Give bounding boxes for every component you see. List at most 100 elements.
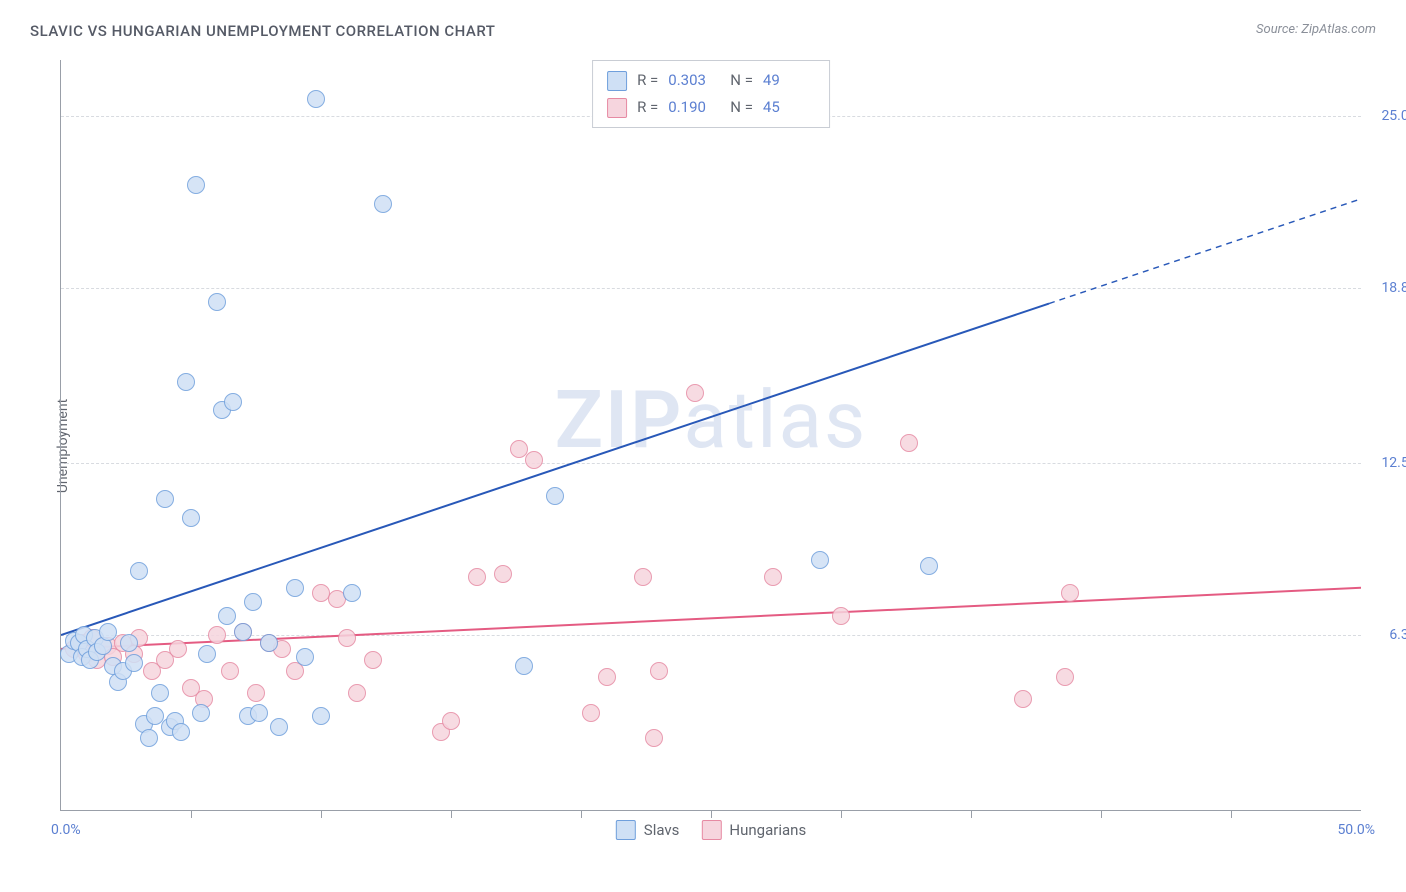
data-point-slavs [140,729,158,747]
data-point-slavs [198,645,216,663]
watermark-bold: ZIP [555,373,684,467]
x-tick [191,810,192,818]
x-tick [321,810,322,818]
x-tick [971,810,972,818]
chart-title: SLAVIC VS HUNGARIAN UNEMPLOYMENT CORRELA… [30,22,495,40]
data-point-hungarians [510,440,528,458]
data-point-slavs [920,557,938,575]
data-point-slavs [234,623,252,641]
data-point-hungarians [634,568,652,586]
data-point-slavs [244,593,262,611]
x-max-label: 50.0% [1337,822,1375,838]
data-point-slavs [811,551,829,569]
data-point-slavs [296,648,314,666]
data-point-hungarians [338,629,356,647]
data-point-slavs [208,293,226,311]
y-tick-label: 25.0% [1381,108,1406,124]
data-point-hungarians [364,651,382,669]
data-point-hungarians [442,712,460,730]
r-label: R = [637,67,658,94]
data-point-hungarians [582,704,600,722]
data-point-hungarians [348,684,366,702]
legend-swatch-slavs [607,71,627,91]
x-tick [841,810,842,818]
trendline-solid [61,304,1049,635]
data-point-slavs [187,176,205,194]
legend-series: Slavs Hungarians [616,820,806,840]
data-point-slavs [156,490,174,508]
data-point-hungarians [1056,668,1074,686]
data-point-slavs [218,607,236,625]
data-point-hungarians [494,565,512,583]
watermark-rest: atlas [683,373,867,467]
data-point-slavs [286,579,304,597]
legend-correlation: R = 0.303 N = 49 R = 0.190 N = 45 [592,60,830,128]
legend-label-slavs: Slavs [644,821,680,839]
data-point-slavs [192,704,210,722]
plot-area: ZIPatlas 6.3%12.5%18.8%25.0% 0.0% 50.0% … [60,60,1361,811]
data-point-slavs [515,657,533,675]
data-point-hungarians [221,662,239,680]
data-point-hungarians [1014,690,1032,708]
data-point-hungarians [686,384,704,402]
y-tick-label: 12.5% [1381,455,1406,471]
data-point-hungarians [900,434,918,452]
data-point-hungarians [525,451,543,469]
n-value-hungarians: 45 [763,94,815,121]
data-point-hungarians [1061,584,1079,602]
x-tick [581,810,582,818]
data-point-slavs [182,509,200,527]
legend-label-hungarians: Hungarians [729,821,806,839]
x-origin-label: 0.0% [51,822,81,838]
data-point-slavs [99,623,117,641]
x-tick [1231,810,1232,818]
data-point-slavs [270,718,288,736]
data-point-slavs [177,373,195,391]
source-credit: Source: ZipAtlas.com [1256,22,1376,37]
gridline [61,463,1361,464]
data-point-hungarians [650,662,668,680]
data-point-slavs [172,723,190,741]
legend-row-hungarians: R = 0.190 N = 45 [607,94,815,121]
x-tick [711,810,712,818]
data-point-slavs [151,684,169,702]
legend-swatch-hungarians [607,98,627,118]
data-point-hungarians [764,568,782,586]
legend-row-slavs: R = 0.303 N = 49 [607,67,815,94]
y-tick-label: 6.3% [1389,627,1406,643]
r-value-hungarians: 0.190 [668,94,720,121]
data-point-slavs [312,707,330,725]
data-point-hungarians [208,626,226,644]
data-point-hungarians [247,684,265,702]
data-point-slavs [260,634,278,652]
legend-item-hungarians: Hungarians [701,820,806,840]
x-tick [451,810,452,818]
data-point-hungarians [645,729,663,747]
gridline [61,288,1361,289]
y-tick-label: 18.8% [1381,280,1406,296]
data-point-slavs [546,487,564,505]
data-point-hungarians [832,607,850,625]
data-point-slavs [130,562,148,580]
data-point-hungarians [169,640,187,658]
n-label: N = [730,67,753,94]
data-point-slavs [250,704,268,722]
data-point-hungarians [468,568,486,586]
data-point-slavs [224,393,242,411]
n-value-slavs: 49 [763,67,815,94]
legend-swatch-hungarians [701,820,721,840]
data-point-hungarians [598,668,616,686]
data-point-slavs [125,654,143,672]
legend-item-slavs: Slavs [616,820,680,840]
n-label: N = [730,94,753,121]
x-tick [1101,810,1102,818]
r-label: R = [637,94,658,121]
data-point-slavs [307,90,325,108]
data-point-slavs [343,584,361,602]
legend-swatch-slavs [616,820,636,840]
data-point-slavs [146,707,164,725]
data-point-slavs [374,195,392,213]
watermark: ZIPatlas [555,373,868,467]
gridline [61,635,1361,636]
r-value-slavs: 0.303 [668,67,720,94]
